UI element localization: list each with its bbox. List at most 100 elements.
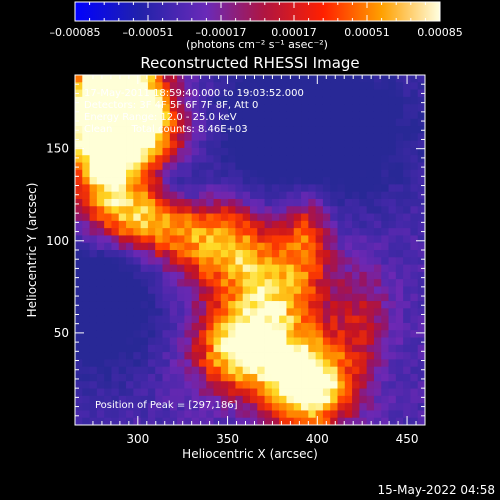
heatmap-cell	[96, 352, 105, 360]
heatmap-cell	[191, 271, 200, 280]
heatmap-cell	[366, 75, 375, 83]
heatmap-cell	[198, 191, 207, 200]
heatmap-cell	[257, 220, 265, 229]
heatmap-cell	[75, 359, 83, 368]
heatmap-cell	[344, 118, 353, 127]
heatmap-cell	[271, 191, 280, 200]
heatmap-cell	[352, 410, 360, 419]
heatmap-cell	[250, 315, 258, 324]
heatmap-cell	[213, 271, 222, 280]
heatmap-cell	[359, 213, 368, 222]
heatmap-cell	[257, 373, 265, 382]
heatmap-cell	[308, 220, 317, 229]
heatmap-cell	[213, 184, 222, 193]
heatmap-cell	[352, 257, 360, 265]
heatmap-cell	[228, 126, 236, 134]
heatmap-cell	[177, 82, 185, 90]
heatmap-cell	[264, 359, 273, 368]
heatmap-cell	[257, 191, 265, 200]
heatmap-cell	[133, 315, 142, 324]
heatmap-cell	[279, 352, 287, 360]
heatmap-cell	[82, 366, 90, 375]
heatmap-cell	[177, 359, 185, 368]
heatmap-cell	[235, 104, 244, 112]
heatmap-cell	[271, 250, 280, 258]
heatmap-cell	[308, 89, 317, 98]
heatmap-cell	[147, 257, 156, 265]
heatmap-cell	[89, 169, 98, 178]
colorbar	[74, 1, 441, 22]
heatmap-cell	[330, 220, 338, 229]
heatmap-cell	[352, 220, 360, 229]
heatmap-cell	[279, 410, 287, 419]
heatmap-cell	[250, 228, 258, 236]
heatmap-cell	[184, 315, 193, 324]
heatmap-cell	[140, 366, 149, 375]
heatmap-cell	[242, 177, 251, 185]
heatmap-cell	[250, 308, 258, 317]
heatmap-cell	[118, 264, 127, 273]
heatmap-cell	[366, 198, 375, 207]
heatmap-cell	[147, 373, 156, 382]
heatmap-cell	[388, 140, 397, 149]
heatmap-cell	[177, 337, 185, 346]
heatmap-cell	[279, 198, 287, 207]
heatmap-cell	[381, 322, 389, 331]
heatmap-cell	[162, 162, 171, 171]
heatmap-cell	[118, 271, 127, 280]
heatmap-cell	[169, 155, 178, 163]
heatmap-cell	[75, 279, 83, 287]
heatmap-cell	[82, 162, 90, 171]
heatmap-cell	[366, 315, 375, 324]
heatmap-cell	[352, 315, 360, 324]
heatmap-cell	[228, 184, 236, 193]
heatmap-cell	[388, 147, 397, 156]
heatmap-cell	[322, 257, 331, 265]
heatmap-cell	[352, 184, 360, 193]
heatmap-cell	[417, 293, 425, 302]
heatmap-cell	[75, 352, 83, 360]
heatmap-cell	[126, 373, 134, 382]
heatmap-cell	[330, 250, 338, 258]
heatmap-cell	[293, 366, 302, 375]
heatmap-cell	[293, 388, 302, 397]
heatmap-cell	[198, 96, 207, 105]
heatmap-cell	[198, 89, 207, 98]
heatmap-cell	[118, 133, 127, 142]
heatmap-cell	[308, 352, 317, 360]
heatmap-cell	[271, 242, 280, 251]
heatmap-cell	[242, 344, 251, 353]
heatmap-cell	[235, 162, 244, 171]
heatmap-cell	[271, 213, 280, 222]
heatmap-cell	[184, 155, 193, 163]
heatmap-cell	[315, 381, 324, 389]
heatmap-cell	[96, 322, 105, 331]
heatmap-cell	[337, 403, 346, 411]
heatmap-cell	[235, 322, 244, 331]
heatmap-cell	[191, 177, 200, 185]
heatmap-cell	[133, 381, 142, 389]
heatmap-cell	[271, 359, 280, 368]
heatmap-cell	[111, 75, 120, 83]
heatmap-cell	[359, 403, 368, 411]
heatmap-cell	[352, 169, 360, 178]
heatmap-cell	[293, 147, 302, 156]
heatmap-cell	[220, 140, 229, 149]
heatmap-cell	[82, 337, 90, 346]
heatmap-cell	[235, 352, 244, 360]
heatmap-cell	[213, 322, 222, 331]
heatmap-cell	[344, 133, 353, 142]
heatmap-cell	[417, 184, 425, 193]
heatmap-cell	[388, 257, 397, 265]
heatmap-cell	[257, 417, 265, 425]
heatmap-cell	[366, 366, 375, 375]
heatmap-cell	[271, 352, 280, 360]
heatmap-cell	[155, 206, 163, 214]
heatmap-cell	[228, 301, 236, 309]
heatmap-cell	[206, 395, 214, 404]
heatmap-cell	[235, 250, 244, 258]
heatmap-cell	[235, 118, 244, 127]
heatmap-cell	[118, 177, 127, 185]
heatmap-cell	[96, 286, 105, 295]
heatmap-cell	[293, 235, 302, 244]
